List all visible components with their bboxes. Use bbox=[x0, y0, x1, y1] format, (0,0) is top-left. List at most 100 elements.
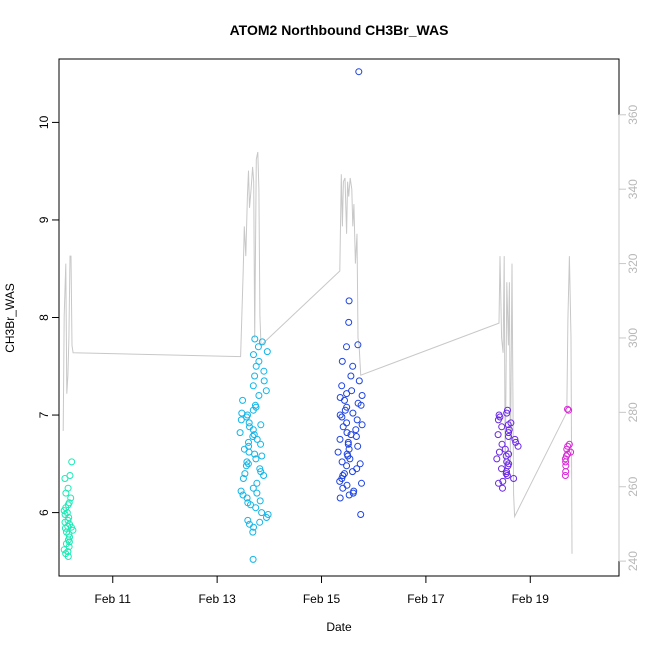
data-point bbox=[251, 372, 259, 380]
data-point bbox=[249, 528, 257, 536]
y-tick-label: 7 bbox=[37, 411, 51, 418]
altitude-line bbox=[62, 151, 573, 554]
data-point bbox=[358, 479, 365, 487]
data-point bbox=[339, 423, 347, 431]
y-tick-label: 6 bbox=[37, 509, 51, 516]
data-point bbox=[505, 429, 512, 437]
data-point bbox=[343, 429, 351, 437]
data-point bbox=[499, 477, 507, 485]
points-layer bbox=[60, 68, 575, 563]
data-point bbox=[245, 419, 253, 427]
data-point bbox=[237, 416, 245, 424]
data-point bbox=[345, 491, 353, 499]
data-point bbox=[257, 468, 265, 476]
data-point bbox=[345, 297, 353, 305]
data-point bbox=[358, 421, 366, 429]
data-point bbox=[345, 445, 353, 453]
data-point bbox=[493, 455, 501, 463]
y-axis: 6 7 8 9 10 bbox=[37, 115, 60, 516]
data-point bbox=[64, 516, 72, 524]
y-tick-label: 10 bbox=[37, 115, 51, 129]
data-point bbox=[343, 481, 351, 489]
data-point bbox=[239, 396, 247, 404]
data-point bbox=[504, 406, 511, 414]
data-point bbox=[343, 343, 350, 351]
data-point bbox=[503, 409, 511, 417]
x-tick-label: Feb 15 bbox=[303, 592, 341, 606]
data-point bbox=[254, 343, 262, 351]
data-point bbox=[255, 357, 263, 365]
data-point bbox=[564, 442, 572, 450]
data-point bbox=[336, 494, 344, 502]
data-point bbox=[349, 362, 357, 370]
data-point bbox=[347, 372, 355, 380]
data-point bbox=[249, 555, 257, 563]
data-point bbox=[495, 479, 502, 487]
data-point bbox=[252, 455, 260, 463]
data-point bbox=[258, 452, 266, 460]
data-point bbox=[250, 431, 258, 439]
data-point bbox=[336, 411, 344, 419]
data-point bbox=[338, 382, 346, 390]
data-point bbox=[249, 433, 257, 440]
data-point bbox=[356, 460, 364, 468]
y2-tick-label: 360 bbox=[626, 104, 640, 124]
data-point bbox=[348, 387, 356, 395]
y2-tick-label: 240 bbox=[626, 551, 640, 571]
data-point bbox=[564, 405, 571, 413]
data-point bbox=[562, 462, 570, 470]
y-axis-label: CH3Br_WAS bbox=[3, 283, 17, 353]
data-point bbox=[256, 497, 264, 505]
y2-tick-label: 280 bbox=[626, 402, 640, 422]
x-tick-label: Feb 17 bbox=[407, 592, 445, 606]
data-point bbox=[505, 450, 513, 458]
data-point bbox=[354, 399, 362, 407]
data-point bbox=[241, 470, 249, 478]
data-point bbox=[64, 548, 72, 556]
data-point bbox=[242, 462, 250, 470]
data-point bbox=[336, 394, 344, 401]
data-point bbox=[498, 440, 506, 448]
y-tick-label: 8 bbox=[37, 314, 51, 321]
data-point bbox=[561, 472, 569, 479]
data-point bbox=[66, 533, 73, 541]
data-point bbox=[237, 487, 245, 495]
data-point bbox=[343, 390, 351, 398]
data-point bbox=[245, 442, 253, 450]
data-point bbox=[352, 426, 360, 434]
data-point bbox=[260, 367, 268, 375]
data-point bbox=[510, 475, 518, 482]
data-point bbox=[507, 419, 515, 427]
data-point bbox=[338, 413, 346, 421]
data-point bbox=[251, 335, 259, 343]
data-point bbox=[239, 491, 247, 499]
data-point bbox=[260, 377, 268, 385]
data-point bbox=[338, 357, 346, 365]
y2-tick-label: 300 bbox=[626, 328, 640, 348]
data-point bbox=[344, 438, 352, 446]
data-point bbox=[62, 550, 70, 558]
data-point bbox=[61, 475, 69, 482]
data-point bbox=[66, 520, 74, 528]
data-point bbox=[250, 351, 257, 359]
data-point bbox=[343, 419, 351, 427]
data-point bbox=[249, 484, 257, 492]
data-point bbox=[244, 516, 252, 524]
data-point bbox=[249, 382, 257, 390]
data-point bbox=[251, 401, 259, 409]
data-point bbox=[262, 387, 270, 395]
data-point bbox=[512, 438, 520, 446]
data-point bbox=[503, 472, 511, 479]
data-point bbox=[498, 423, 506, 431]
data-point bbox=[350, 487, 358, 495]
data-point bbox=[343, 403, 351, 411]
data-point bbox=[239, 475, 247, 482]
data-point bbox=[68, 458, 76, 466]
x-tick-label: Feb 19 bbox=[512, 592, 550, 606]
data-point bbox=[245, 438, 252, 446]
data-point bbox=[67, 494, 75, 502]
y2-tick-label: 320 bbox=[626, 253, 640, 273]
data-point bbox=[256, 518, 264, 526]
data-point bbox=[340, 470, 348, 478]
